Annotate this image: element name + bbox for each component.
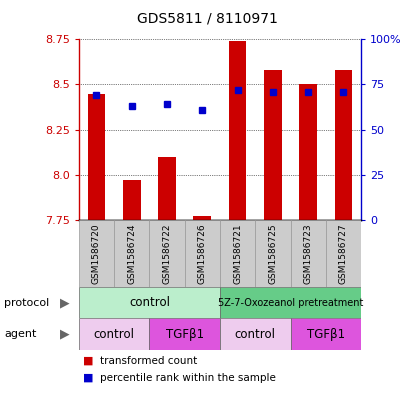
Text: transformed count: transformed count — [100, 356, 197, 366]
Text: GSM1586721: GSM1586721 — [233, 223, 242, 284]
FancyBboxPatch shape — [326, 220, 361, 287]
FancyBboxPatch shape — [149, 318, 220, 350]
Text: TGFβ1: TGFβ1 — [307, 327, 345, 341]
Text: GSM1586720: GSM1586720 — [92, 223, 101, 284]
Text: 5Z-7-Oxozeanol pretreatment: 5Z-7-Oxozeanol pretreatment — [218, 298, 363, 308]
Text: GSM1586725: GSM1586725 — [269, 223, 277, 284]
FancyBboxPatch shape — [220, 287, 361, 318]
Text: ■: ■ — [83, 373, 93, 383]
Text: GSM1586722: GSM1586722 — [163, 223, 171, 284]
FancyBboxPatch shape — [220, 220, 255, 287]
Bar — [193, 217, 211, 220]
FancyBboxPatch shape — [290, 318, 361, 350]
FancyBboxPatch shape — [255, 220, 290, 287]
FancyBboxPatch shape — [79, 287, 220, 318]
Bar — [158, 157, 176, 220]
Text: ■: ■ — [83, 356, 93, 366]
FancyBboxPatch shape — [79, 318, 149, 350]
Bar — [229, 41, 247, 220]
Bar — [334, 70, 352, 220]
FancyBboxPatch shape — [185, 220, 220, 287]
Text: TGFβ1: TGFβ1 — [166, 327, 204, 341]
Text: control: control — [129, 296, 170, 309]
Bar — [123, 180, 141, 220]
FancyBboxPatch shape — [220, 318, 290, 350]
Text: GSM1586726: GSM1586726 — [198, 223, 207, 284]
Bar — [88, 94, 105, 220]
Bar — [264, 70, 282, 220]
Text: control: control — [94, 327, 134, 341]
Text: GSM1586723: GSM1586723 — [304, 223, 312, 284]
Text: control: control — [235, 327, 276, 341]
Text: percentile rank within the sample: percentile rank within the sample — [100, 373, 276, 383]
Text: ▶: ▶ — [59, 327, 69, 341]
Text: GSM1586724: GSM1586724 — [127, 223, 136, 284]
FancyBboxPatch shape — [149, 220, 185, 287]
Text: ▶: ▶ — [59, 296, 69, 309]
Text: protocol: protocol — [4, 298, 49, 308]
Text: GSM1586727: GSM1586727 — [339, 223, 348, 284]
Bar — [299, 84, 317, 220]
Text: agent: agent — [4, 329, 37, 339]
FancyBboxPatch shape — [290, 220, 326, 287]
FancyBboxPatch shape — [114, 220, 149, 287]
Text: GDS5811 / 8110971: GDS5811 / 8110971 — [137, 12, 278, 26]
FancyBboxPatch shape — [79, 220, 114, 287]
